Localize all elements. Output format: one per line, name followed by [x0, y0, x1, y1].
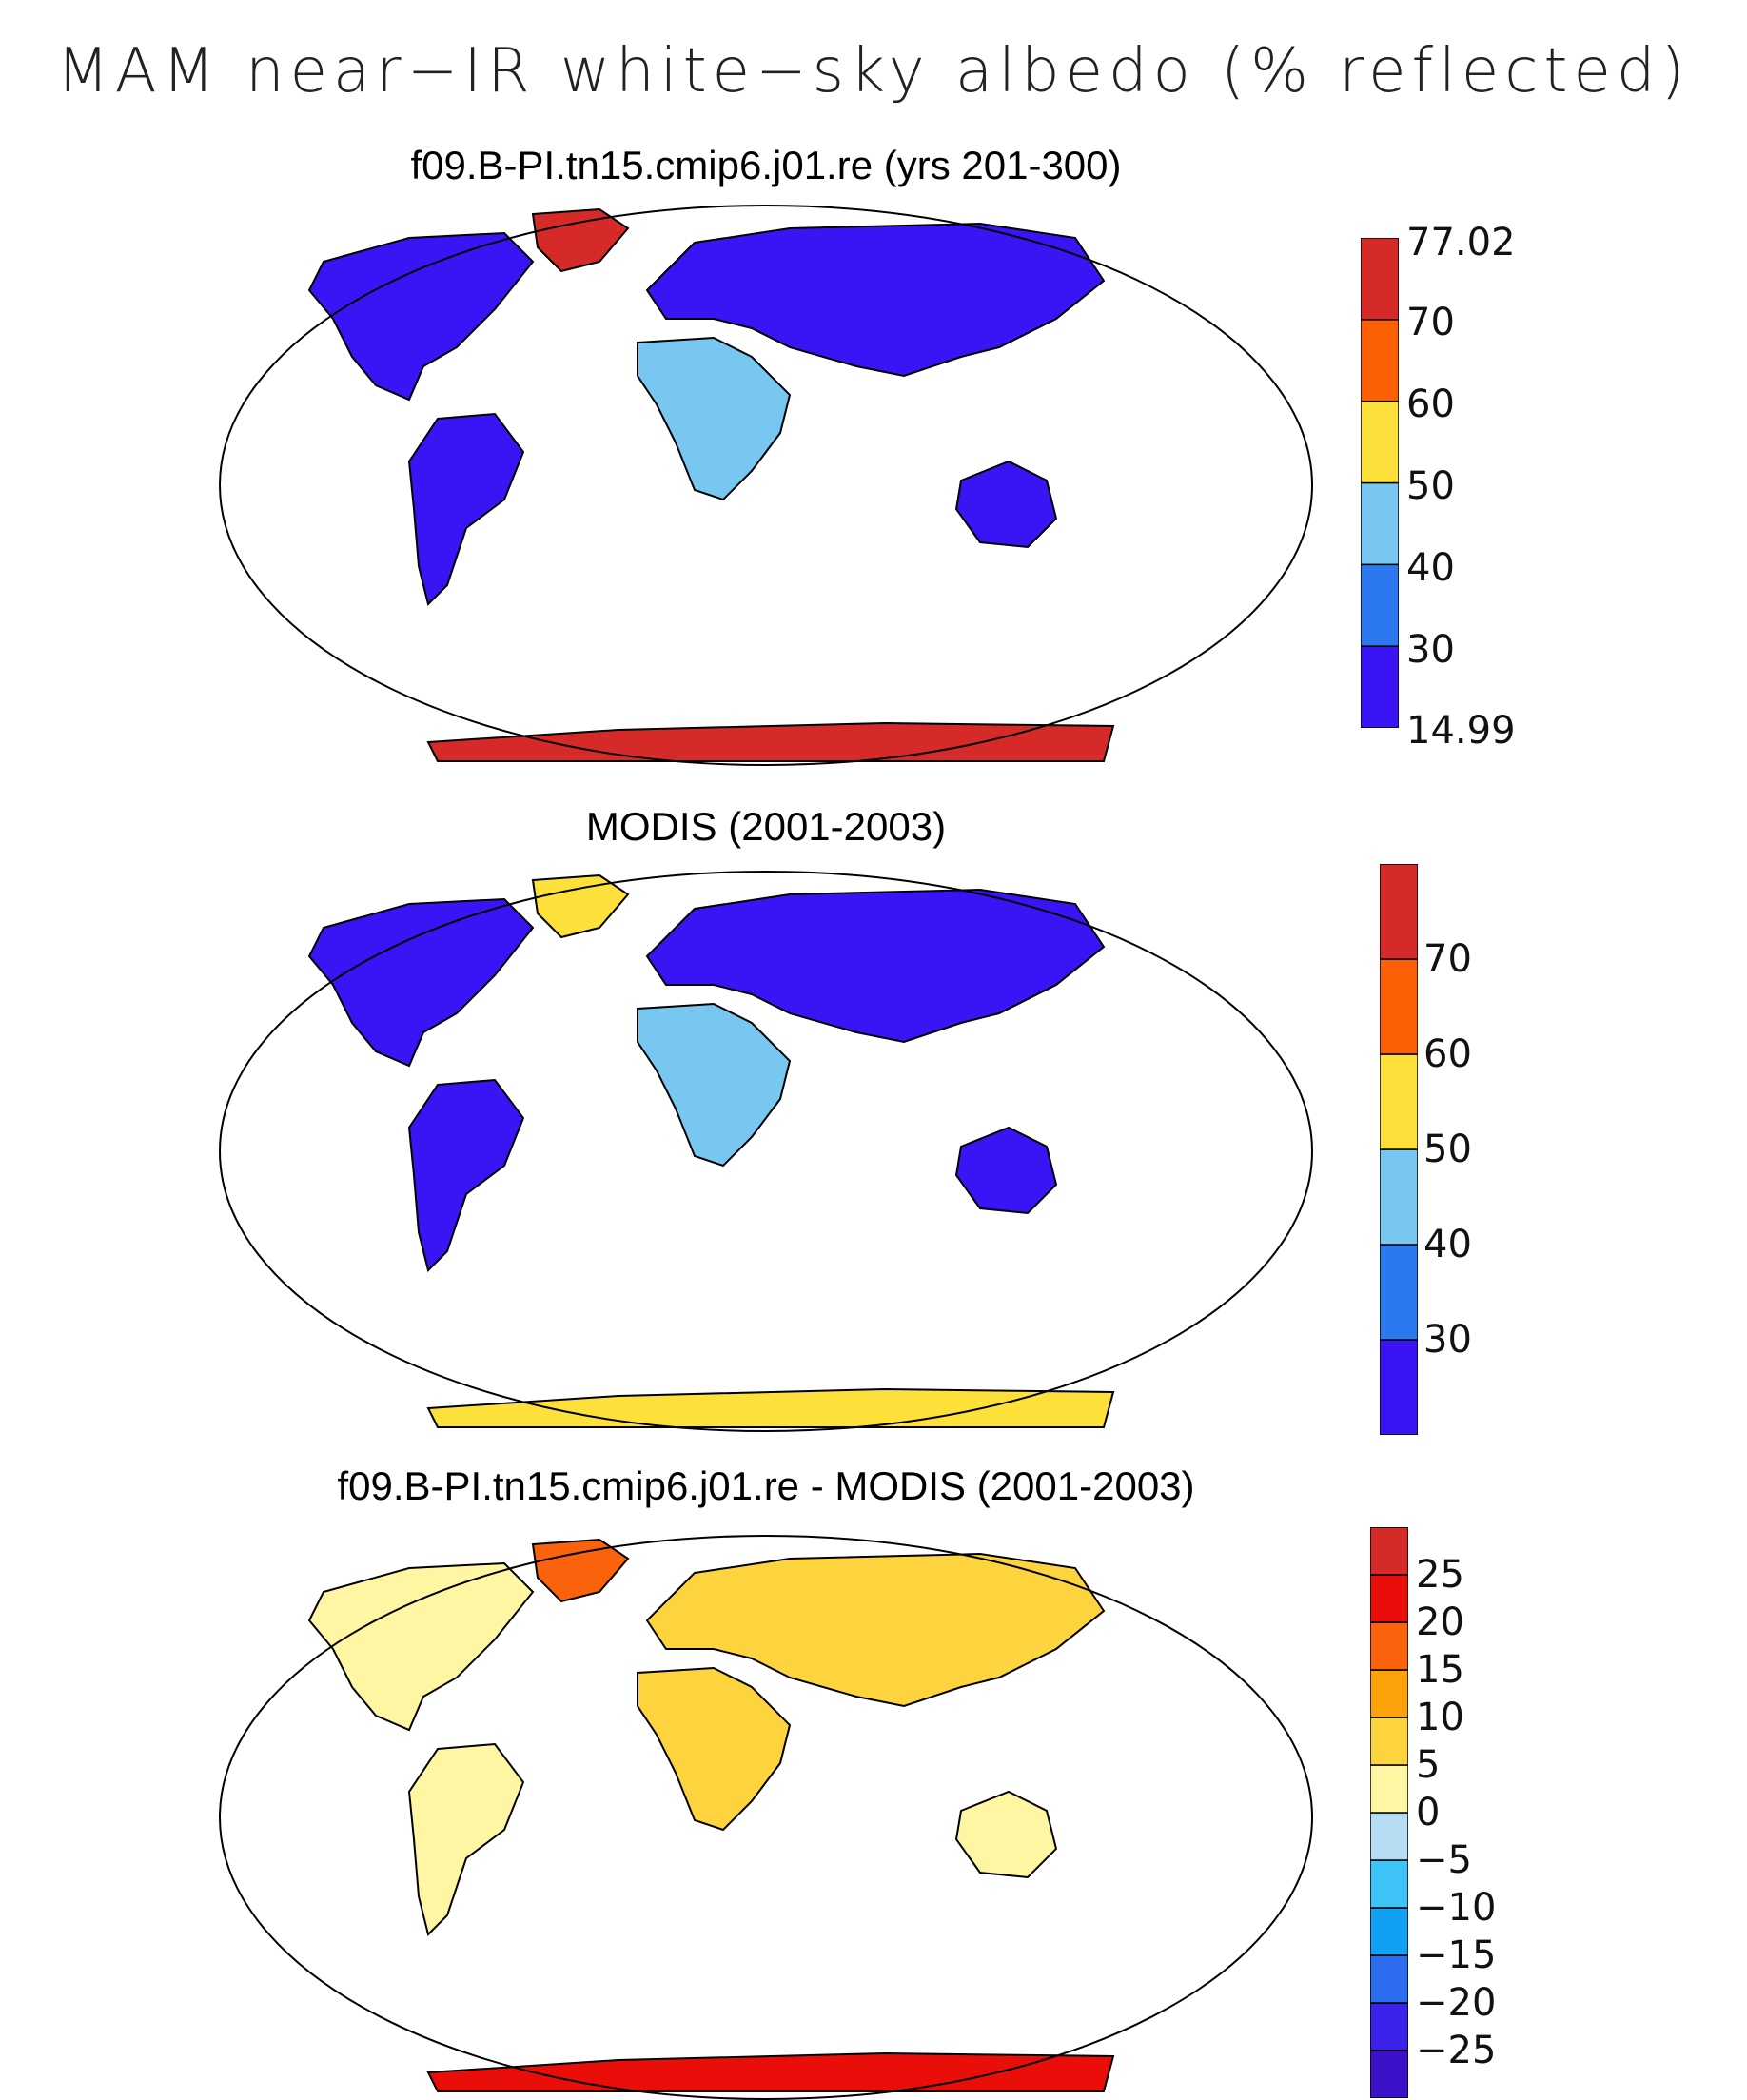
colorbar-label: 40: [1406, 546, 1455, 590]
europe-asia-landmass: [645, 888, 1106, 1044]
figure-title: MAM near−IR white−sky albedo (% reflecte…: [56, 36, 1691, 107]
colorbar-label: 77.02: [1406, 221, 1516, 265]
colorbar-label: 0: [1416, 1791, 1441, 1835]
colorbar-label: 50: [1406, 464, 1455, 508]
colorbar-segment: [1370, 1859, 1408, 1909]
colorbar-diff: [1370, 1527, 1408, 2098]
colorbar-segment: [1380, 958, 1418, 1055]
colorbar-label: 70: [1423, 937, 1472, 981]
north-america-landmass: [307, 1561, 535, 1732]
panel-title-model: f09.B-PI.tn15.cmip6.j01.re (yrs 201-300): [410, 143, 1122, 187]
colorbar-label: −15: [1416, 1933, 1497, 1977]
colorbar-label: 14.99: [1406, 709, 1516, 753]
colorbar-segment: [1370, 1621, 1408, 1671]
land-fill: [307, 1538, 1115, 2092]
map-border: [219, 1535, 1313, 2100]
colorbar-labels-obs: 70 60 50 40 30: [1423, 864, 1614, 1435]
land-fill: [307, 207, 1115, 762]
colorbar-segment: [1370, 1954, 1408, 2004]
greenland-landmass: [531, 207, 630, 273]
colorbar-label: 40: [1423, 1223, 1472, 1266]
north-america-landmass: [307, 231, 535, 402]
colorbar-label: 15: [1416, 1648, 1464, 1692]
australia-landmass: [954, 460, 1058, 549]
colorbar-segment: [1361, 645, 1399, 728]
africa-landmass: [637, 1002, 792, 1168]
colorbar-label: 30: [1423, 1318, 1472, 1362]
colorbar-segment: [1361, 238, 1399, 321]
colorbar-segment: [1370, 2050, 1408, 2098]
greenland-landmass: [531, 873, 630, 939]
colorbar-segment: [1380, 864, 1418, 960]
colorbar-label: 20: [1416, 1600, 1464, 1644]
colorbar-label: −20: [1416, 1981, 1497, 2025]
greenland-landmass: [531, 1538, 630, 1603]
colorbar-label: −25: [1416, 2029, 1497, 2072]
colorbar-label: 60: [1406, 383, 1455, 426]
colorbar-segment: [1361, 563, 1399, 647]
colorbar-segment: [1361, 400, 1399, 484]
colorbar-obs: [1380, 864, 1418, 1435]
colorbar-segment: [1361, 481, 1399, 566]
colorbar-segment: [1370, 1812, 1408, 1861]
colorbar-segment: [1361, 319, 1399, 402]
land-fill: [307, 873, 1115, 1428]
map-border: [219, 205, 1313, 766]
south-america-landmass: [407, 412, 525, 606]
colorbar-label: 50: [1423, 1128, 1472, 1171]
panel-title-diff: f09.B-PI.tn15.cmip6.j01.re - MODIS (2001…: [337, 1463, 1195, 1508]
africa-landmass: [637, 1666, 792, 1832]
colorbar-label: 70: [1406, 301, 1455, 344]
south-america-landmass: [407, 1742, 525, 1936]
colorbar-labels-model: 77.02 70 60 50 40 30 14.99: [1406, 221, 1597, 753]
colorbar-segment: [1370, 1574, 1408, 1623]
map-diff: [219, 1535, 1313, 2100]
australia-landmass: [954, 1790, 1058, 1879]
antarctica-landmass: [426, 721, 1115, 762]
colorbar-segment: [1380, 1244, 1418, 1341]
map-border: [219, 871, 1313, 1432]
australia-landmass: [954, 1126, 1058, 1215]
map-model: [219, 205, 1313, 766]
colorbar-label: 60: [1423, 1032, 1472, 1076]
panel-title-obs: MODIS (2001-2003): [585, 804, 947, 849]
colorbar-segment: [1380, 1148, 1418, 1246]
colorbar-label: −5: [1416, 1838, 1472, 1882]
south-america-landmass: [407, 1078, 525, 1272]
colorbar-segment: [1380, 1339, 1418, 1435]
north-america-landmass: [307, 897, 535, 1068]
colorbar-label: 25: [1416, 1553, 1464, 1597]
colorbar-label: 5: [1416, 1743, 1441, 1787]
colorbar-label: 10: [1416, 1696, 1464, 1739]
colorbar-segment: [1370, 2002, 1408, 2051]
map-obs: [219, 871, 1313, 1432]
colorbar-label: 30: [1406, 628, 1455, 672]
colorbar-segment: [1370, 1907, 1408, 1956]
colorbar-model: [1361, 238, 1399, 728]
colorbar-label: −10: [1416, 1886, 1497, 1930]
colorbar-labels-diff: 25 20 15 10 5 0 −5 −10 −15 −20 −25: [1416, 1527, 1606, 2098]
colorbar-segment: [1380, 1053, 1418, 1150]
colorbar-segment: [1370, 1527, 1408, 1576]
colorbar-segment: [1370, 1764, 1408, 1814]
africa-landmass: [637, 336, 792, 501]
antarctica-landmass: [426, 2051, 1115, 2092]
colorbar-segment: [1370, 1669, 1408, 1718]
europe-asia-landmass: [645, 222, 1106, 378]
antarctica-landmass: [426, 1387, 1115, 1428]
europe-asia-landmass: [645, 1552, 1106, 1708]
colorbar-segment: [1370, 1717, 1408, 1766]
